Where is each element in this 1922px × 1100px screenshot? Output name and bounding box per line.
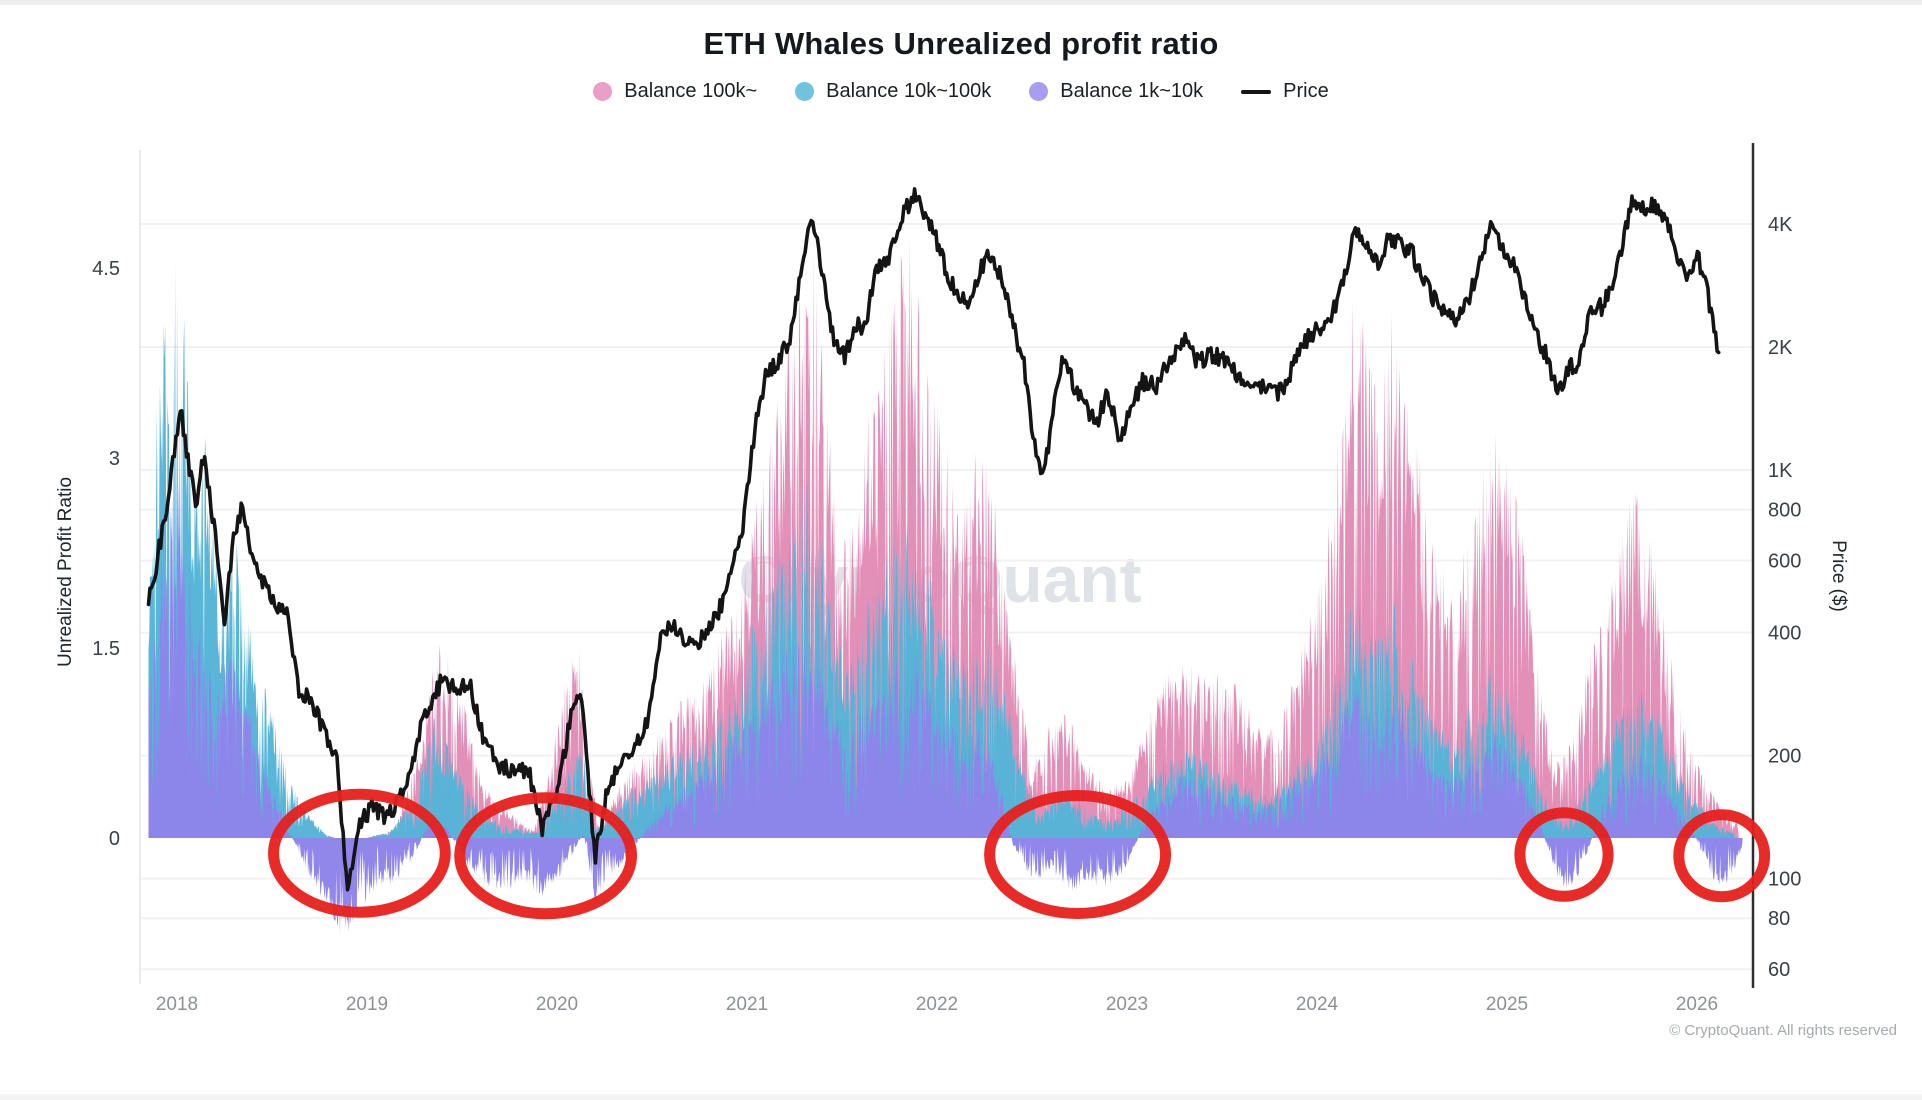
series-balance-1k-10k-area [148, 480, 1743, 935]
x-axis-tick: 2019 [346, 994, 388, 1015]
left-axis-tick: 0 [109, 828, 120, 850]
highlight-circle [268, 788, 451, 918]
page-top-edge [0, 0, 1922, 5]
balance-1k-10k-dot-icon [1029, 82, 1049, 101]
right-axis-tick: 600 [1768, 551, 1801, 573]
right-axis-tick: 800 [1768, 500, 1801, 522]
x-axis-tick: 2026 [1676, 994, 1718, 1015]
right-axis-tick: 60 [1768, 959, 1790, 981]
chart-legend: Balance 100k~ Balance 10k~100k Balance 1k~… [0, 80, 1922, 103]
legend-item-balance-1k-10k[interactable]: Balance 1k~10k [1029, 80, 1203, 103]
legend-label: Balance 1k~10k [1060, 80, 1204, 102]
right-axis-tick: 200 [1768, 746, 1801, 768]
legend-label: Balance 100k~ [624, 80, 758, 102]
highlight-annotations [268, 788, 1771, 920]
legend-item-price[interactable]: Price [1241, 80, 1329, 103]
balance-10k-100k-dot-icon [795, 82, 815, 101]
left-axis-tick: 4.5 [92, 258, 120, 280]
highlight-circle [984, 790, 1172, 919]
right-axis-tick: 4K [1768, 214, 1793, 236]
page-bottom-edge [0, 1094, 1922, 1100]
right-axis-tick: 80 [1768, 908, 1790, 930]
x-axis-tick: 2021 [726, 994, 768, 1015]
right-axis-tick: 100 [1768, 869, 1801, 891]
chart-title: ETH Whales Unrealized profit ratio [703, 26, 1219, 61]
highlight-circle [1514, 807, 1614, 902]
price-line-swatch [1241, 89, 1272, 94]
highlight-circle [1673, 809, 1771, 903]
legend-item-balance-10k-100k[interactable]: Balance 10k~100k [795, 80, 991, 103]
x-axis-tick: 2020 [536, 994, 578, 1015]
legend-item-balance-100k[interactable]: Balance 100k~ [593, 80, 757, 103]
series-balance-10k-100k-area [148, 261, 1735, 843]
balance-100k-dot-icon [593, 82, 613, 101]
right-axis-tick: 400 [1768, 623, 1801, 645]
plot-area[interactable] [146, 187, 1743, 935]
highlight-circle [454, 792, 637, 920]
legend-label: Balance 10k~100k [826, 80, 992, 102]
right-axis-tick: 1K [1768, 460, 1793, 482]
x-axis-tick: 2022 [916, 994, 958, 1015]
left-axis-tick: 3 [109, 448, 120, 470]
series-balance-100k-area [148, 235, 1739, 838]
series-price-line [146, 187, 1721, 892]
copyright: © CryptoQuant. All rights reserved [1669, 1022, 1897, 1039]
x-axis-tick: 2024 [1296, 994, 1339, 1015]
left-axis-tick: 1.5 [92, 638, 120, 660]
right-axis-tick: 2K [1768, 337, 1793, 359]
x-axis-tick: 2025 [1486, 994, 1528, 1015]
x-axis-tick: 2018 [156, 994, 198, 1015]
legend-label: Price [1283, 80, 1329, 102]
x-axis-tick: 2023 [1106, 994, 1148, 1015]
